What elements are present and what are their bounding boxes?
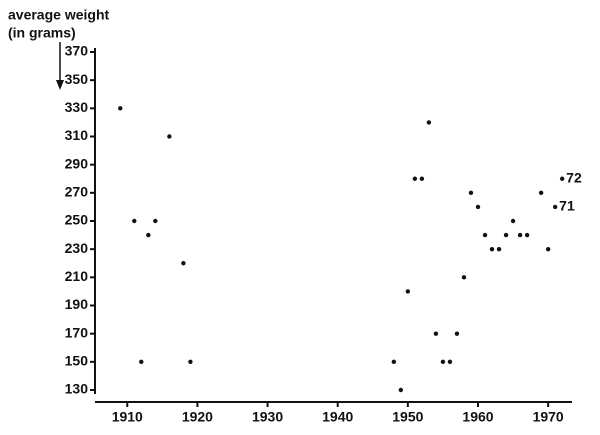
point bbox=[405, 289, 411, 294]
point bbox=[118, 106, 123, 111]
y-tick-label: 210 bbox=[65, 268, 89, 284]
label-arrowhead bbox=[56, 80, 64, 90]
point bbox=[552, 204, 558, 210]
point bbox=[482, 232, 488, 238]
y-tick-label: 270 bbox=[65, 184, 89, 200]
point bbox=[468, 190, 474, 196]
y-tick-label: 130 bbox=[65, 381, 89, 397]
x-tick-label: 1940 bbox=[322, 409, 353, 425]
point bbox=[398, 387, 404, 393]
point bbox=[489, 246, 495, 252]
y-axis-label: average weight bbox=[8, 7, 109, 23]
point bbox=[447, 359, 453, 365]
point bbox=[510, 218, 516, 224]
x-tick-label: 1970 bbox=[533, 409, 564, 425]
point bbox=[517, 232, 523, 238]
point bbox=[524, 232, 530, 238]
annotation: 72 bbox=[566, 169, 582, 185]
point bbox=[412, 176, 418, 181]
y-tick-label: 310 bbox=[65, 127, 89, 143]
point bbox=[454, 331, 460, 336]
point bbox=[426, 120, 432, 125]
point bbox=[391, 359, 397, 365]
y-tick-label: 250 bbox=[65, 212, 89, 228]
x-tick-label: 1920 bbox=[182, 409, 213, 425]
x-tick-label: 1950 bbox=[392, 409, 423, 425]
y-tick-label: 230 bbox=[65, 240, 89, 256]
point bbox=[188, 359, 193, 365]
x-tick-label: 1910 bbox=[112, 409, 143, 425]
point bbox=[146, 232, 151, 238]
point bbox=[153, 218, 158, 224]
annotation: 71 bbox=[559, 198, 575, 214]
point bbox=[475, 204, 481, 210]
point bbox=[440, 359, 446, 365]
point bbox=[181, 261, 186, 266]
y-axis-label: (in grams) bbox=[8, 25, 76, 41]
point bbox=[132, 218, 137, 224]
x-tick-label: 1960 bbox=[462, 409, 493, 425]
point bbox=[538, 190, 544, 196]
point bbox=[545, 246, 551, 252]
point bbox=[559, 176, 565, 181]
y-tick-label: 350 bbox=[65, 71, 89, 87]
x-tick-label: 1930 bbox=[252, 409, 283, 425]
point bbox=[167, 134, 172, 139]
y-tick-label: 190 bbox=[65, 296, 89, 312]
point bbox=[433, 331, 439, 336]
y-tick-label: 170 bbox=[65, 324, 89, 340]
y-tick-label: 370 bbox=[65, 43, 89, 59]
point bbox=[496, 246, 502, 252]
y-tick-label: 330 bbox=[65, 99, 89, 115]
point bbox=[139, 359, 144, 365]
point bbox=[461, 275, 467, 280]
y-tick-label: 150 bbox=[65, 353, 89, 369]
point bbox=[503, 232, 509, 238]
point bbox=[419, 176, 425, 181]
y-tick-label: 290 bbox=[65, 155, 89, 171]
